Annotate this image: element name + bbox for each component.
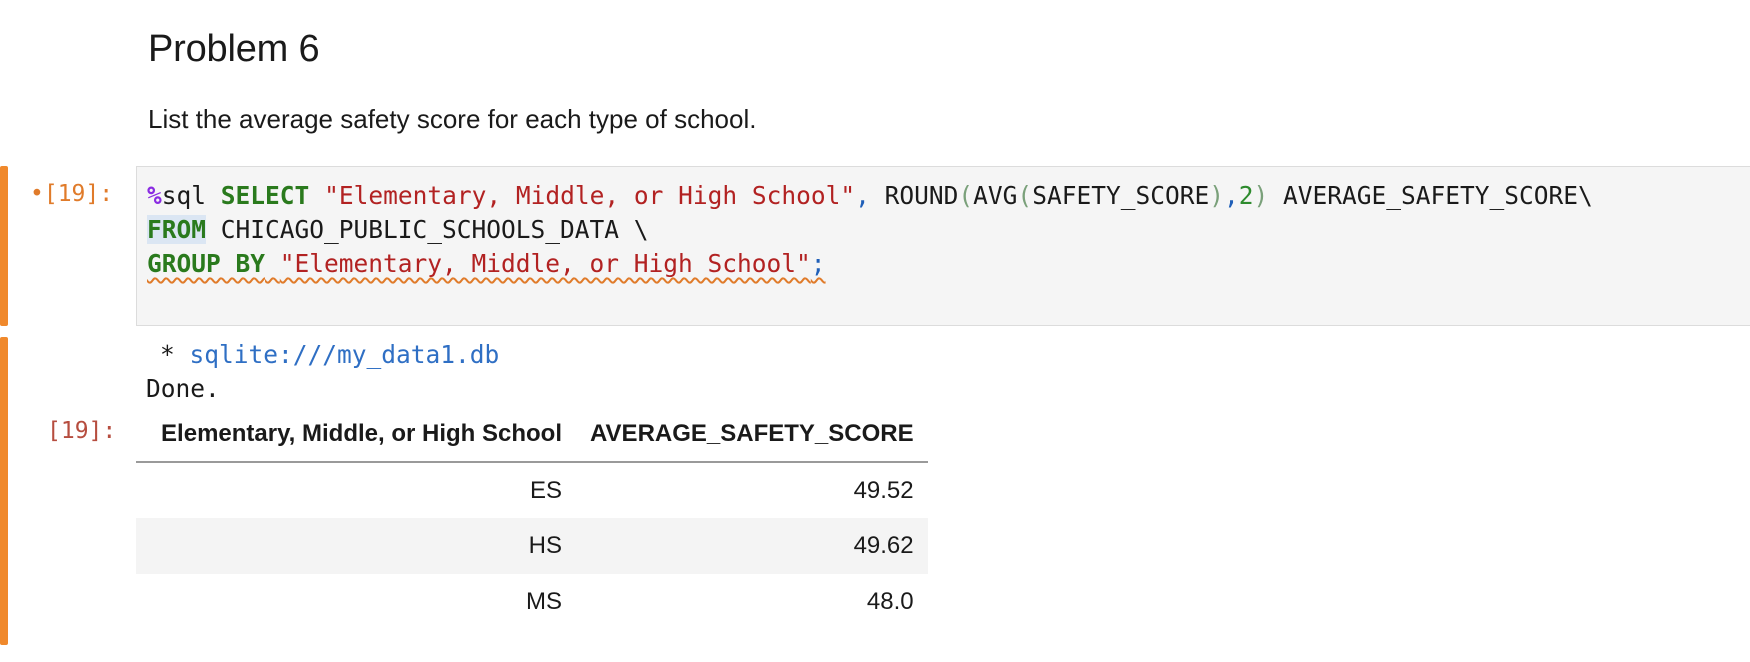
- magic-symbol: %: [147, 181, 162, 210]
- connection-bullet: *: [160, 340, 190, 369]
- comma: ,: [1223, 181, 1239, 210]
- code-line-2: FROM CHICAGO_PUBLIC_SCHOOLS_DATA \: [147, 215, 649, 244]
- function-avg: AVG: [973, 181, 1018, 210]
- semicolon: ;: [810, 249, 826, 278]
- result-table: Elementary, Middle, or High School AVERA…: [136, 410, 928, 630]
- table-cell: ES: [529, 476, 562, 504]
- paren: (: [958, 181, 974, 210]
- table-cell: 49.62: [576, 518, 928, 574]
- code-line-1: %sql SELECT "Elementary, Middle, or High…: [147, 181, 1593, 210]
- table-row: MS 48.0: [136, 574, 928, 630]
- keyword-from: FROM: [147, 215, 207, 244]
- table-cell: HS: [136, 518, 576, 574]
- function-round: ROUND: [884, 181, 959, 210]
- connection-string: sqlite:///my_data1.db: [189, 340, 500, 369]
- table-header-row: Elementary, Middle, or High School AVERA…: [136, 410, 928, 463]
- output-prompt: [19]:: [47, 418, 117, 444]
- column-string: "Elementary, Middle, or High School": [324, 181, 856, 210]
- markdown-cell[interactable]: Problem 6: [148, 28, 320, 71]
- input-prompt: •[19]:: [30, 181, 113, 207]
- problem-heading: Problem 6: [148, 28, 320, 70]
- connection-line: * sqlite:///my_data1.db: [160, 340, 499, 369]
- table-row: ES 49.52: [136, 462, 928, 518]
- table-row: HS 49.62: [136, 518, 928, 574]
- number-literal: 2: [1238, 181, 1254, 210]
- output-cell-collapser[interactable]: [0, 337, 8, 645]
- paren: (: [1017, 181, 1033, 210]
- column-header-school-type: Elementary, Middle, or High School: [136, 410, 576, 463]
- status-text: Done.: [146, 374, 220, 403]
- keyword-select: SELECT: [220, 181, 310, 210]
- keyword-group-by: GROUP BY: [147, 249, 266, 278]
- column-safety-score: SAFETY_SCORE: [1032, 181, 1210, 210]
- paren: ): [1209, 181, 1224, 210]
- table-cell: 49.52: [853, 476, 914, 504]
- table-name: CHICAGO_PUBLIC_SCHOOLS_DATA \: [220, 215, 649, 244]
- modified-indicator: •: [30, 181, 44, 207]
- code-line-3: GROUP BY "Elementary, Middle, or High Sc…: [147, 249, 826, 278]
- group-string: "Elementary, Middle, or High School": [279, 249, 811, 278]
- alias: AVERAGE_SAFETY_SCORE\: [1283, 181, 1593, 210]
- column-header-average-safety-score: AVERAGE_SAFETY_SCORE: [576, 410, 928, 463]
- code-editor[interactable]: %sql SELECT "Elementary, Middle, or High…: [136, 166, 1750, 326]
- table-cell: MS: [526, 588, 562, 615]
- problem-description: List the average safety score for each t…: [148, 104, 757, 134]
- input-prompt-number: [19]:: [43, 181, 114, 207]
- comma: ,: [855, 181, 870, 210]
- table-cell: 48.0: [866, 588, 914, 615]
- paren: ): [1253, 181, 1269, 210]
- input-cell-collapser[interactable]: [0, 166, 8, 326]
- magic-command: sql: [161, 181, 207, 210]
